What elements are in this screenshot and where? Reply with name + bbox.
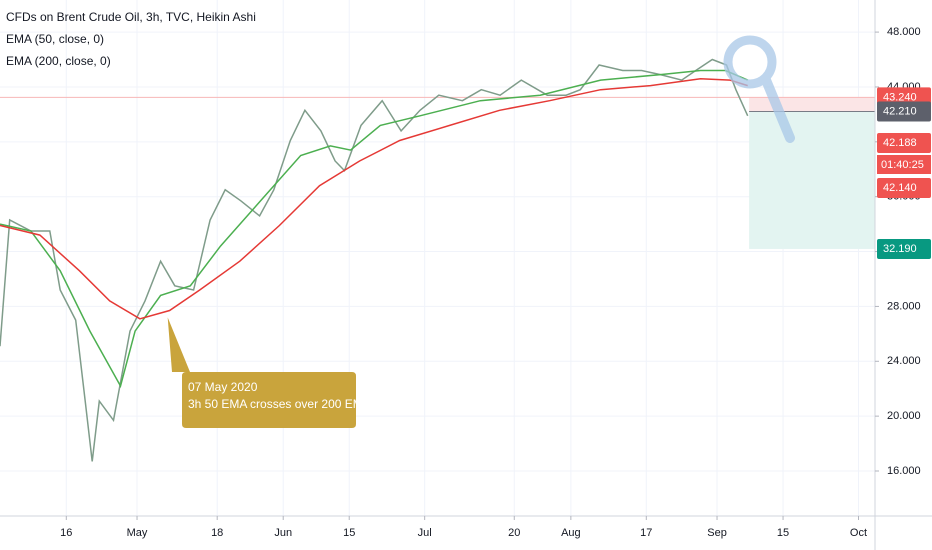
- price-badge-label: 42.140: [883, 182, 917, 194]
- y-tick-label: 16.000: [887, 465, 921, 477]
- x-tick-label: 16: [60, 527, 72, 539]
- countdown-label: 01:40:25: [881, 159, 924, 171]
- annotation-text: 3h 50 EMA crosses over 200 EMA: [188, 397, 371, 411]
- legend-entry: EMA (50, close, 0): [6, 32, 104, 46]
- x-tick-label: May: [127, 527, 148, 539]
- x-tick-label: 15: [343, 527, 355, 539]
- stop-zone: [749, 97, 875, 112]
- target-zone: [749, 111, 875, 249]
- data-line: [0, 58, 749, 462]
- price-badge-label: 42.188: [883, 137, 917, 149]
- y-tick-label: 48.000: [887, 26, 921, 38]
- x-tick-label: Oct: [850, 527, 867, 539]
- annotation-box: [167, 317, 356, 428]
- legend-entry: EMA (200, close, 0): [6, 54, 111, 68]
- x-tick-label: Jul: [418, 527, 432, 539]
- magnifier-handle: [761, 75, 795, 143]
- price-badge: [877, 101, 931, 122]
- plot: 07 May 2020 3h 50 EMA crosses over 200 EM…: [0, 58, 875, 462]
- price-badge-label: 43.240: [883, 91, 917, 103]
- grid: [0, 0, 875, 516]
- magnifier-lens: [723, 35, 777, 89]
- price-badge-label: 42.210: [883, 105, 917, 117]
- x-tick-label: 18: [211, 527, 223, 539]
- data-line: [0, 69, 748, 388]
- y-tick-label: 20.000: [887, 410, 921, 422]
- x-tick-label: Aug: [561, 527, 581, 539]
- y-tick-label: 24.000: [887, 355, 921, 367]
- price-badge-label: 32.190: [883, 243, 917, 255]
- chart-title: CFDs on Brent Crude Oil, 3h, TVC, Heikin…: [6, 10, 256, 24]
- x-tick-label: Sep: [707, 527, 727, 539]
- price-badge: [877, 133, 931, 153]
- data-line: [0, 77, 748, 320]
- x-tick-label: Jun: [274, 527, 292, 539]
- y-tick-label: 28.000: [887, 300, 921, 312]
- price-badge: [877, 178, 931, 198]
- countdown-badge: [877, 155, 931, 174]
- x-tick-label: 17: [640, 527, 652, 539]
- price-badge: [877, 238, 931, 259]
- x-tick-label: 20: [508, 527, 520, 539]
- x-tick-label: 15: [777, 527, 789, 539]
- magnifier-icon: [723, 35, 795, 143]
- annotation-text: 07 May 2020: [188, 380, 258, 394]
- axes: 16.00020.00024.00028.00032.00036.00040.0…: [60, 26, 931, 539]
